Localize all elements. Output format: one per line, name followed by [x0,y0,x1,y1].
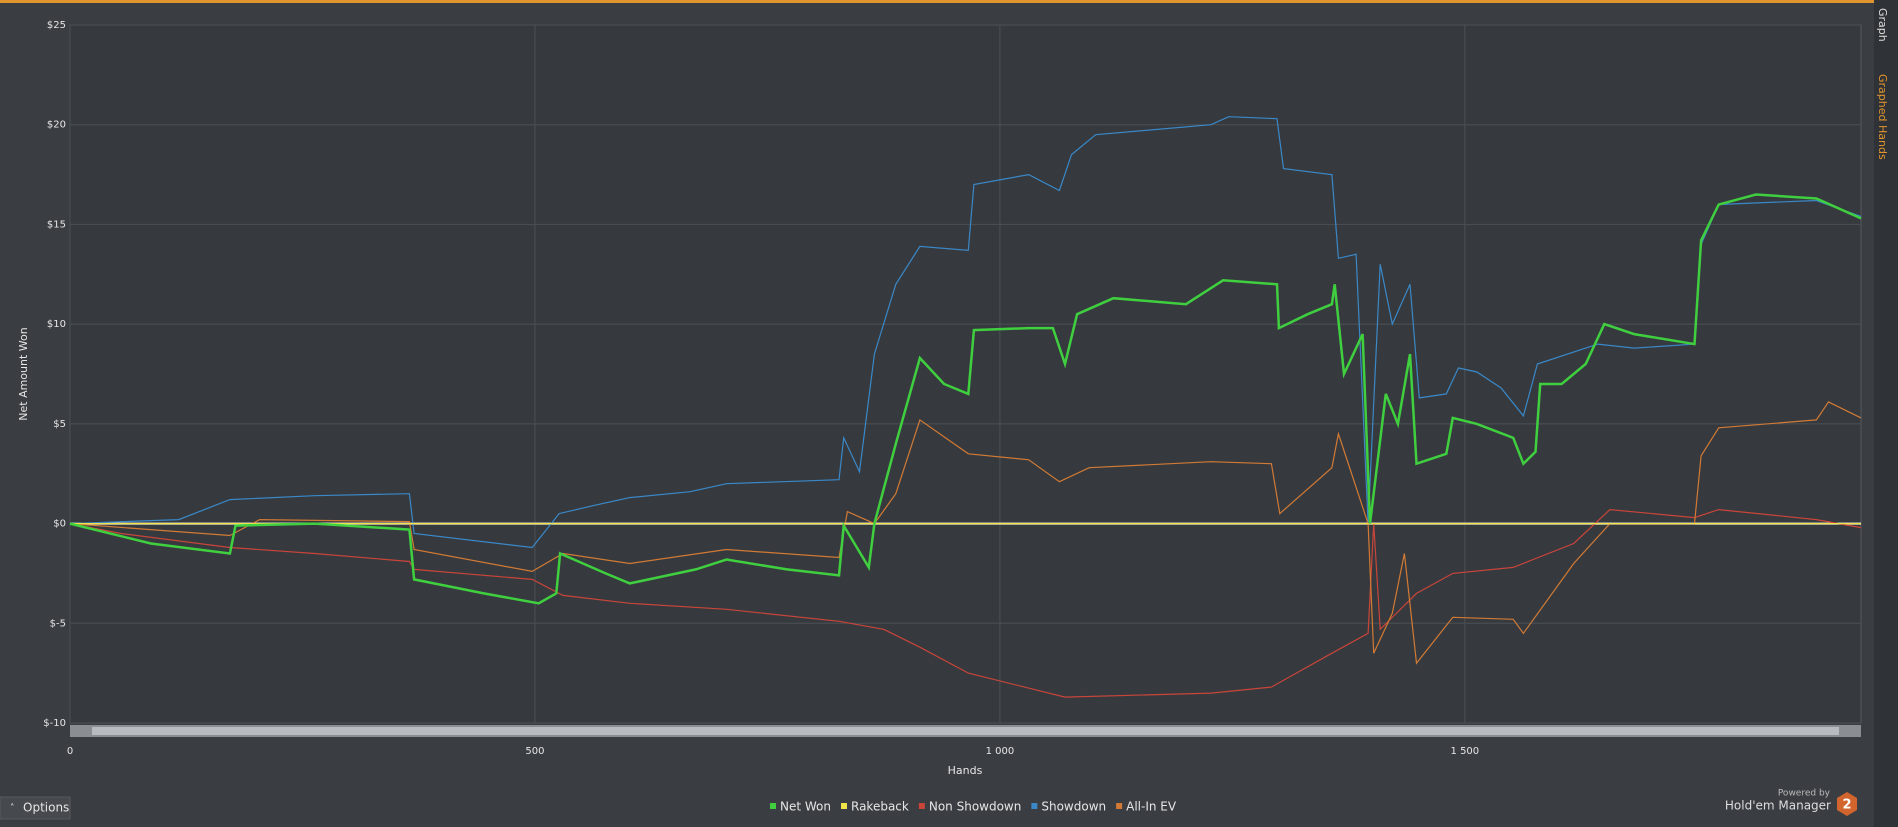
x-tick-label: 1 500 [1451,746,1480,757]
product-name: Hold'em Manager [1725,799,1831,813]
series-line [69,401,1862,665]
logo [1837,792,1857,816]
y-tick-label: $-10 [43,718,66,729]
y-tick-label: $25 [47,20,66,31]
y-tick-label: $5 [53,419,66,430]
y-tick-label: $15 [47,219,66,230]
y-tick-label: $0 [53,519,66,530]
legend-swatch [841,803,847,809]
legend-label: All-In EV [1126,800,1177,814]
legend-swatch [1031,803,1038,809]
scrollbar-thumb[interactable] [92,727,1839,735]
tab-graphed-hands[interactable]: Graphed Hands [1876,74,1889,160]
grid [69,24,1861,724]
y-axis-label: Net Amount Won [17,327,30,420]
legend-swatch [770,803,776,809]
legend-swatch [1116,803,1123,809]
series-line [69,116,1862,549]
options-label[interactable]: Options [23,801,69,815]
legend-label: Net Won [780,800,831,814]
x-tick-label: 1 000 [986,746,1015,757]
y-tick-label: $20 [47,120,66,131]
top-accent [0,0,1874,3]
y-tick-label: $10 [47,319,66,330]
legend-label: Non Showdown [929,800,1022,814]
legend-label: Rakeback [851,800,909,814]
legend: Net Won Rakeback Non Showdown Showdown All-I… [770,800,1177,814]
options-caret: ˄ [10,804,15,814]
tab-graph[interactable]: Graph [1876,8,1889,42]
series-line [69,193,1862,605]
plot-area [69,24,1862,724]
powered-by: Powered by [1778,789,1831,799]
sidebar [1874,0,1898,827]
lines [69,116,1862,698]
logo-text: 2 [1842,798,1851,813]
y-tick-label: $-5 [50,618,66,629]
x-tick-label: 0 [67,746,73,757]
options-button[interactable] [0,796,71,820]
x-axis-label: Hands [948,764,983,777]
x-tick-label: 500 [525,746,544,757]
legend-swatch [918,803,925,809]
legend-label: Showdown [1041,800,1106,814]
